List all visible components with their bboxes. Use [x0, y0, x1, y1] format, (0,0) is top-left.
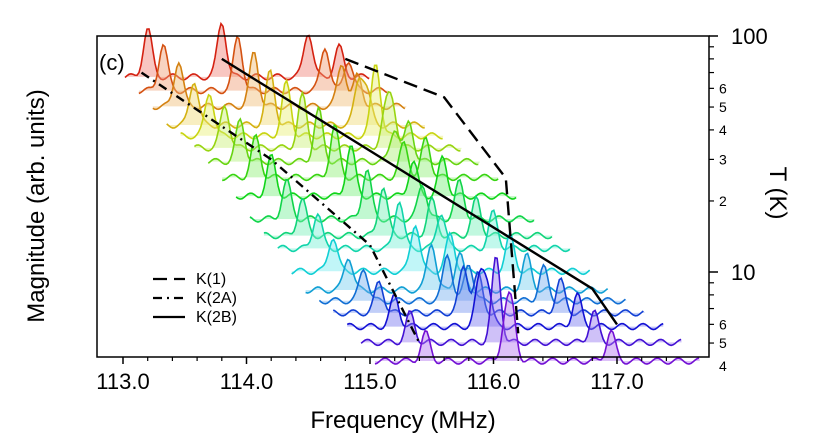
spectrum-fill: [208, 107, 481, 165]
right-minor-label: 2: [719, 193, 727, 209]
x-tick-label: 115.0: [343, 369, 396, 394]
x-tick-label: 113.0: [96, 369, 149, 394]
spectrum-fill: [194, 91, 462, 151]
right-minor-label: 5: [719, 99, 727, 115]
right-major-label: 100: [731, 24, 768, 49]
right-minor-label: 5: [719, 335, 727, 351]
spectrum-trace: [360, 256, 682, 347]
guide-line-k2a: [140, 71, 421, 344]
right-minor-label: 6: [719, 316, 727, 332]
legend-label: K(2A): [196, 290, 237, 307]
right-minor-label: 6: [719, 80, 727, 96]
spectrum-trace: [346, 267, 664, 331]
x-axis-title: Frequency (MHz): [310, 407, 495, 434]
right-minor-label: 4: [719, 358, 727, 374]
spectrum-fill: [263, 188, 554, 239]
spectrum-fill: [180, 65, 444, 139]
spectrum-trace: [277, 201, 571, 253]
spectrum-trace: [124, 21, 370, 81]
spectrum-fill: [305, 244, 609, 293]
panel-label: (c): [99, 50, 125, 75]
spectrum-fill: [236, 146, 517, 200]
spectrum-fill: [125, 23, 370, 80]
right-major-label: 10: [731, 260, 755, 285]
right-axis: 100 10 6 5 4 3 2 6 5 4: [709, 24, 768, 374]
guide-line-k1: [344, 57, 520, 334]
plot-frame: [96, 35, 710, 358]
legend-label: K(2B): [196, 309, 237, 326]
x-tick-label: 114.0: [220, 369, 273, 394]
y-axis-title: Magnitude (arb. units): [23, 89, 50, 322]
guide-line-k2b: [221, 57, 618, 326]
guide-lines: [140, 57, 618, 344]
spectrum-trace: [374, 290, 700, 365]
spectrum-trace: [207, 105, 479, 166]
x-tick-label: 117.0: [590, 369, 643, 394]
spectrum-trace: [222, 123, 499, 182]
x-axis: 113.0 114.0 115.0 116.0 117.0: [96, 357, 668, 394]
right-minor-label: 4: [719, 122, 727, 138]
right-minor-label: 3: [719, 151, 727, 167]
legend-label: K(1): [196, 271, 226, 288]
x-tick-label: 116.0: [467, 369, 520, 394]
spectrum-fill: [291, 226, 590, 275]
spectrum-trace: [305, 243, 609, 294]
right-axis-title: T (K): [764, 167, 791, 220]
spectrum-fill: [166, 70, 425, 128]
spectrum-trace: [166, 68, 425, 129]
spectrum-fill: [277, 202, 572, 252]
spectrum-fill: [152, 52, 407, 110]
legend: K(1) K(2A) K(2B): [153, 271, 237, 326]
spectrum-trace: [138, 35, 388, 95]
spectrum-fill: [222, 125, 499, 181]
